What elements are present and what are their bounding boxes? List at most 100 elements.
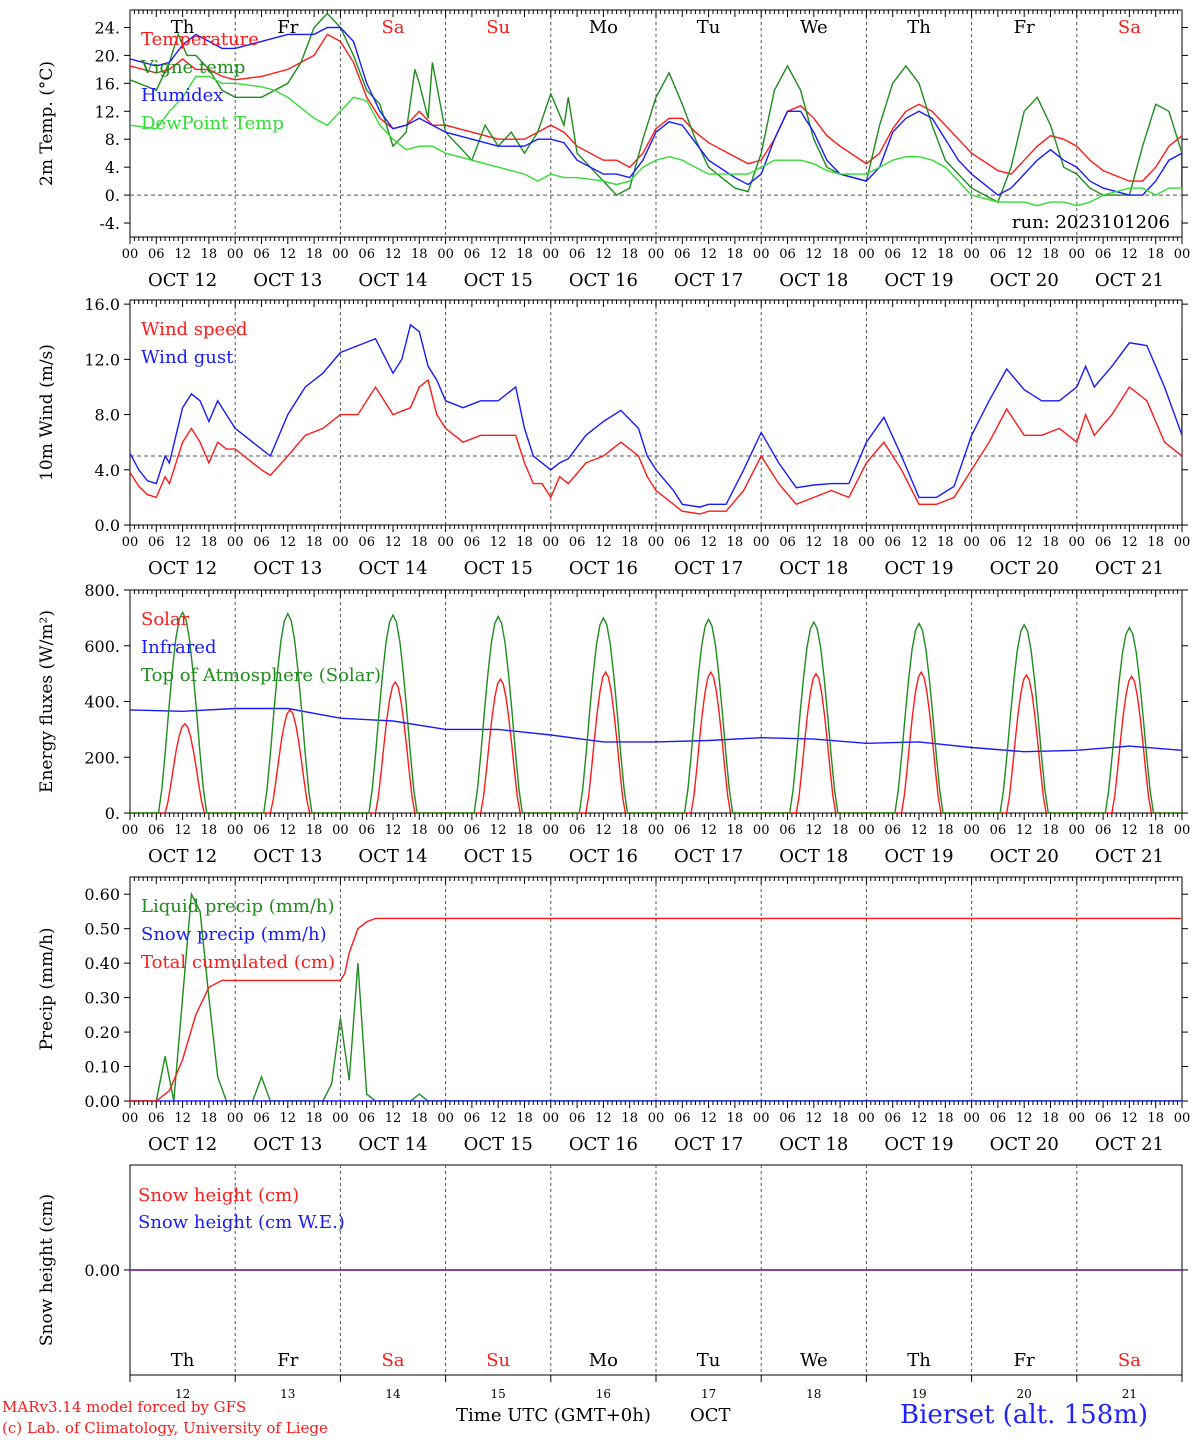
- hour-label: 00: [1174, 823, 1191, 838]
- hour-label: 18: [1042, 1111, 1059, 1126]
- hour-label: 06: [148, 247, 165, 262]
- hour-label: 12: [595, 823, 612, 838]
- hour-label: 18: [727, 823, 744, 838]
- hour-label: 12: [806, 1111, 823, 1126]
- date-label: OCT 15: [464, 270, 533, 291]
- weekday-label: Sa: [1118, 17, 1141, 38]
- weekday-label: Tu: [697, 1350, 721, 1371]
- hour-label: 12: [490, 247, 507, 262]
- weekday-label: Th: [171, 17, 195, 38]
- date-label: OCT 19: [884, 270, 953, 291]
- hour-label: 00: [543, 823, 560, 838]
- hour-label: 06: [148, 823, 165, 838]
- date-label: OCT 20: [990, 558, 1059, 579]
- hour-label: 12: [1121, 823, 1138, 838]
- hour-label: 00: [122, 535, 139, 550]
- hour-label: 18: [201, 823, 218, 838]
- hour-label: 00: [963, 247, 980, 262]
- series-line-3: [130, 610, 1182, 813]
- y-tick-label: 0.10: [84, 1058, 120, 1077]
- panel-1: -4. 0. 4. 8. 12. 16. 20. 24. 2m Temp. (°C) 00 06 12…: [37, 9, 1190, 291]
- footer-lab-credit: (c) Lab. of Climatology, University of L…: [2, 1419, 328, 1437]
- hour-label: 06: [1095, 823, 1112, 838]
- hour-label: 06: [1095, 1111, 1112, 1126]
- hour-label: 06: [253, 823, 270, 838]
- weekday-label: Mo: [589, 17, 618, 38]
- hour-label: 06: [990, 823, 1007, 838]
- y-tick-label: 8.0: [95, 406, 120, 425]
- date-label: OCT 16: [569, 558, 638, 579]
- date-label: OCT 19: [884, 1134, 953, 1155]
- hour-label: 00: [543, 247, 560, 262]
- hour-label: 12: [385, 1111, 402, 1126]
- series-line-1: [130, 670, 1182, 813]
- y-tick-label: 0.20: [84, 1023, 120, 1042]
- hour-label: 00: [437, 1111, 454, 1126]
- series-line-3: [130, 26, 1182, 210]
- hour-label: 18: [411, 1111, 428, 1126]
- series-line-2: [130, 12, 1182, 216]
- date-label: OCT 21: [1095, 1134, 1164, 1155]
- y-tick-label: 0.: [105, 804, 120, 823]
- date-label: OCT 20: [990, 270, 1059, 291]
- hour-label: 06: [464, 823, 481, 838]
- date-label: OCT 16: [569, 846, 638, 867]
- hour-label: 18: [832, 823, 849, 838]
- hour-label: 00: [648, 1111, 665, 1126]
- hour-label: 06: [779, 247, 796, 262]
- date-label: OCT 17: [674, 270, 743, 291]
- legend-entry: Liquid precip (mm/h): [141, 896, 335, 917]
- hour-label: 00: [227, 1111, 244, 1126]
- hour-label: 06: [990, 535, 1007, 550]
- date-label: OCT 19: [884, 846, 953, 867]
- weekday-label: Mo: [589, 1350, 618, 1371]
- y-tick-label: 400.: [84, 693, 120, 712]
- hour-label: 18: [201, 535, 218, 550]
- hour-label: 12: [490, 535, 507, 550]
- hour-label: 12: [174, 823, 191, 838]
- legend-entry: Infrared: [141, 637, 216, 658]
- hour-label: 00: [332, 1111, 349, 1126]
- weekday-label: Th: [907, 17, 931, 38]
- y-tick-label: 0.40: [84, 954, 120, 973]
- hour-label: 00: [437, 823, 454, 838]
- hour-label: 00: [122, 823, 139, 838]
- hour-label: 06: [253, 247, 270, 262]
- hour-label: 18: [516, 1111, 533, 1126]
- hour-label: 00: [1174, 535, 1191, 550]
- hour-label: 12: [174, 535, 191, 550]
- hour-label: 06: [884, 247, 901, 262]
- station-name: Bierset (alt. 158m): [900, 1400, 1149, 1430]
- panel-5: 0.00 Snow height (cm) 12 13 14 15 16 17 18 19 20 21…: [37, 1164, 1188, 1401]
- weekday-label: Sa: [1118, 1350, 1141, 1371]
- date-label: OCT 13: [253, 270, 322, 291]
- hour-label: 06: [464, 247, 481, 262]
- weekday-label: Tu: [697, 17, 721, 38]
- y-tick-label: 600.: [84, 637, 120, 656]
- hour-label: 18: [727, 1111, 744, 1126]
- hour-label: 00: [753, 247, 770, 262]
- hour-label: 06: [884, 1111, 901, 1126]
- hour-label: 18: [1147, 247, 1164, 262]
- series-layer: [130, 323, 1182, 515]
- date-label: OCT 21: [1095, 846, 1164, 867]
- y-tick-label: -4.: [99, 214, 120, 233]
- panel-3: 0. 200. 400. 600. 800. Energy fluxes (W/m²) 00…: [37, 581, 1190, 867]
- y-axis-title: 2m Temp. (°C): [37, 61, 57, 186]
- date-label: OCT 18: [779, 270, 848, 291]
- series-line-2: [130, 707, 1182, 753]
- hour-label: 12: [490, 823, 507, 838]
- date-label: OCT 18: [779, 846, 848, 867]
- hour-label: 06: [1095, 535, 1112, 550]
- date-label: OCT 14: [358, 558, 427, 579]
- hour-label: 12: [595, 535, 612, 550]
- day-number-label: 13: [280, 1387, 295, 1401]
- hour-label: 00: [122, 1111, 139, 1126]
- y-tick-label: 4.0: [95, 461, 120, 480]
- date-label: OCT 13: [253, 1134, 322, 1155]
- hour-label: 00: [1069, 535, 1086, 550]
- hour-label: 18: [516, 535, 533, 550]
- weekday-label: Th: [907, 1350, 931, 1371]
- hour-label: 06: [674, 1111, 691, 1126]
